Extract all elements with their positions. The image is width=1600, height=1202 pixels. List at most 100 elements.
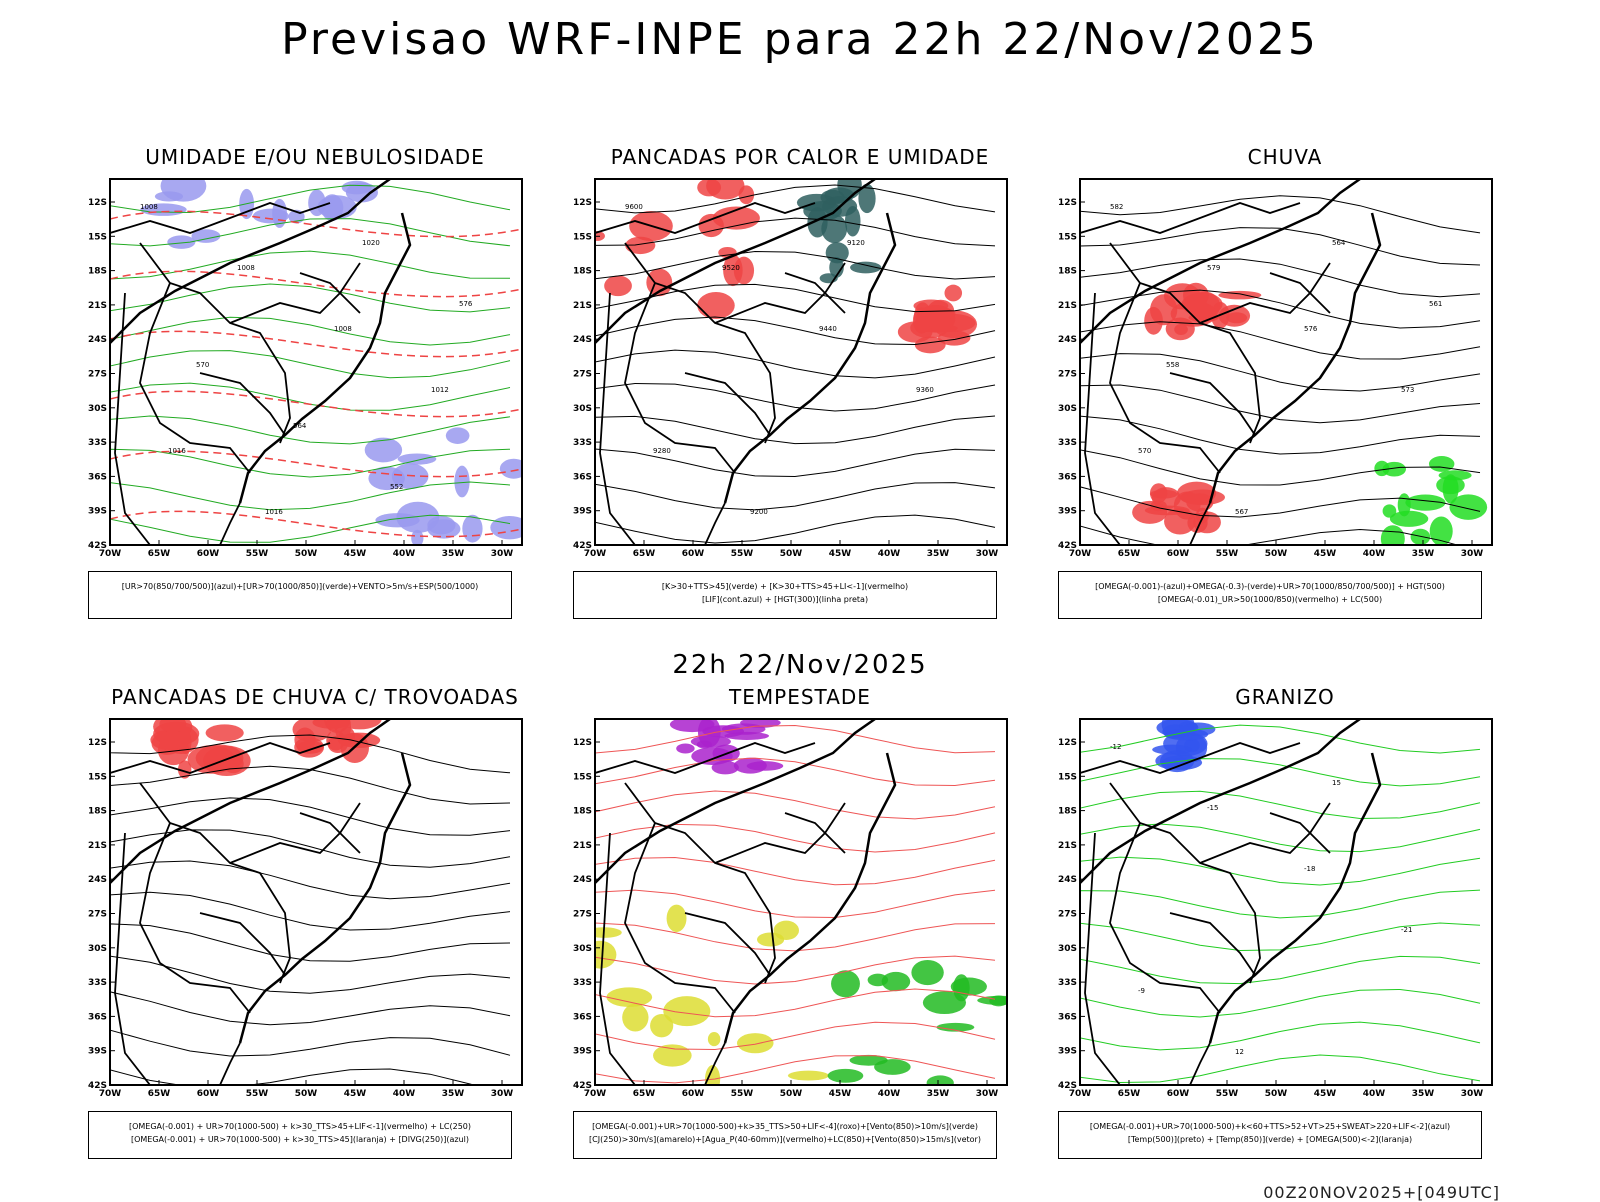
lat-tick-label: 39S bbox=[1058, 1047, 1077, 1057]
contour-line bbox=[595, 482, 996, 511]
country-border bbox=[595, 202, 816, 234]
lon-tick-label: 40W bbox=[393, 549, 416, 559]
lat-tick-label: 33S bbox=[573, 438, 592, 448]
field-patch bbox=[187, 745, 236, 774]
country-border bbox=[139, 242, 291, 444]
lon-tick-label: 70W bbox=[99, 1089, 122, 1099]
country-border bbox=[114, 292, 151, 545]
lon-tick-label: 30W bbox=[1461, 549, 1484, 559]
field-patch bbox=[1389, 510, 1429, 527]
contour-label: 579 bbox=[1207, 264, 1220, 272]
country-border bbox=[1199, 802, 1331, 864]
contour-line bbox=[595, 217, 996, 247]
field-patch bbox=[1380, 525, 1405, 545]
contour-line bbox=[110, 382, 511, 411]
lat-tick-label: 39S bbox=[573, 1047, 592, 1057]
field-patch bbox=[490, 515, 522, 540]
contour-label: -9 bbox=[1138, 987, 1145, 995]
map-inner: -12 -15 -18 -21 -9 12 15 bbox=[1080, 719, 1481, 1085]
field-patch bbox=[676, 743, 695, 754]
lon-tick-label: 30W bbox=[491, 549, 514, 559]
map-granizo: -12 -15 -18 -21 -9 12 15 12S 15S 18S 21S 24S 27S 30S 3… bbox=[1058, 718, 1493, 1099]
panel-granizo: GRANIZO -12 -15 -18 -21 -9 12 15 12S 15S 18S 21S 24… bbox=[1050, 685, 1520, 1159]
coastline bbox=[110, 719, 391, 884]
map-frame-bg bbox=[110, 719, 522, 1085]
coastline bbox=[1080, 719, 1361, 884]
field-patch bbox=[1152, 744, 1193, 755]
contour-label: 567 bbox=[1235, 508, 1248, 516]
lat-tick-label: 27S bbox=[88, 910, 107, 920]
lon-tick-label: 50W bbox=[295, 549, 318, 559]
field-patch bbox=[858, 183, 876, 214]
field-patch bbox=[1442, 474, 1459, 504]
lat-tick-label: 42S bbox=[1058, 541, 1077, 551]
contour-line bbox=[1080, 856, 1481, 886]
coastline bbox=[1080, 179, 1361, 344]
lat-tick-label: 33S bbox=[88, 978, 107, 988]
field-patch bbox=[1382, 504, 1397, 518]
field-patch bbox=[375, 513, 420, 528]
contour-label: 9600 bbox=[625, 203, 643, 211]
lat-tick-label: 39S bbox=[573, 507, 592, 517]
legend-line: [OMEGA(-0.001)+UR>70(1000-500)+k>35_TTS>… bbox=[592, 1122, 978, 1131]
lat-tick-label: 12S bbox=[1058, 738, 1077, 748]
field-patch bbox=[154, 191, 184, 202]
lat-tick-label: 30S bbox=[1058, 404, 1077, 414]
thickness-line bbox=[110, 450, 522, 478]
legend-line: [OMEGA(-0.001) + UR>70(1000-500) + k>30_… bbox=[128, 1122, 472, 1131]
contour-line bbox=[595, 448, 996, 478]
country-border bbox=[1169, 912, 1256, 976]
field-patch bbox=[850, 261, 882, 274]
country-border bbox=[599, 292, 636, 545]
country-border bbox=[199, 372, 286, 436]
country-border bbox=[714, 802, 846, 864]
panel-title: PANCADAS POR CALOR E UMIDADE bbox=[610, 145, 990, 169]
contour-line bbox=[110, 765, 511, 805]
field-patch bbox=[606, 987, 653, 1007]
map-frame-bg bbox=[1080, 719, 1492, 1085]
field-patch bbox=[445, 427, 470, 444]
lon-tick-label: 45W bbox=[344, 549, 367, 559]
lon-tick-label: 40W bbox=[878, 549, 901, 559]
lon-tick-label: 30W bbox=[491, 1089, 514, 1099]
field-patch bbox=[712, 206, 760, 230]
field-patch bbox=[1173, 491, 1201, 520]
country-border bbox=[684, 912, 771, 976]
country-border bbox=[1109, 782, 1261, 984]
forecast-time-label: 22h 22/Nov/2025 bbox=[672, 650, 928, 680]
contour-line bbox=[1080, 415, 1481, 455]
contour-line bbox=[110, 955, 511, 994]
lon-tick-label: 70W bbox=[584, 1089, 607, 1099]
field-patch bbox=[697, 291, 735, 319]
panel-title: PANCADAS DE CHUVA C/ TROVOADAS bbox=[111, 685, 519, 709]
lon-tick-label: 70W bbox=[1069, 1089, 1092, 1099]
lon-tick-label: 35W bbox=[442, 549, 465, 559]
contour-label: -21 bbox=[1401, 926, 1412, 934]
lon-tick-label: 70W bbox=[99, 549, 122, 559]
legend-line: [OMEGA(-0.001) + UR>70(1000-500) + k>30_… bbox=[130, 1135, 470, 1144]
contour-line bbox=[110, 283, 511, 313]
map-layer: 582 579 576 573 570 567 564 561 558 12S 15S 18S 21S 2… bbox=[1058, 178, 1493, 559]
lat-tick-label: 36S bbox=[88, 1012, 107, 1022]
lon-tick-label: 50W bbox=[780, 549, 803, 559]
contour-label: 12 bbox=[1235, 1048, 1244, 1056]
lon-tick-label: 60W bbox=[682, 549, 705, 559]
contour-line bbox=[110, 415, 511, 445]
contour-line bbox=[1080, 889, 1481, 919]
thickness-line bbox=[110, 390, 522, 418]
contour-line bbox=[1080, 758, 1481, 787]
field-patch bbox=[706, 179, 745, 200]
lon-tick-label: 55W bbox=[1216, 549, 1239, 559]
lon-tick-label: 65W bbox=[633, 1089, 656, 1099]
lon-tick-label: 55W bbox=[1216, 1089, 1239, 1099]
lon-tick-label: 35W bbox=[442, 1089, 465, 1099]
country-border bbox=[1199, 262, 1331, 324]
field-patch bbox=[787, 1070, 829, 1081]
contour-line bbox=[1080, 289, 1481, 329]
contour-label: 558 bbox=[1166, 361, 1179, 369]
lon-tick-label: 40W bbox=[878, 1089, 901, 1099]
field-patch bbox=[625, 236, 656, 255]
